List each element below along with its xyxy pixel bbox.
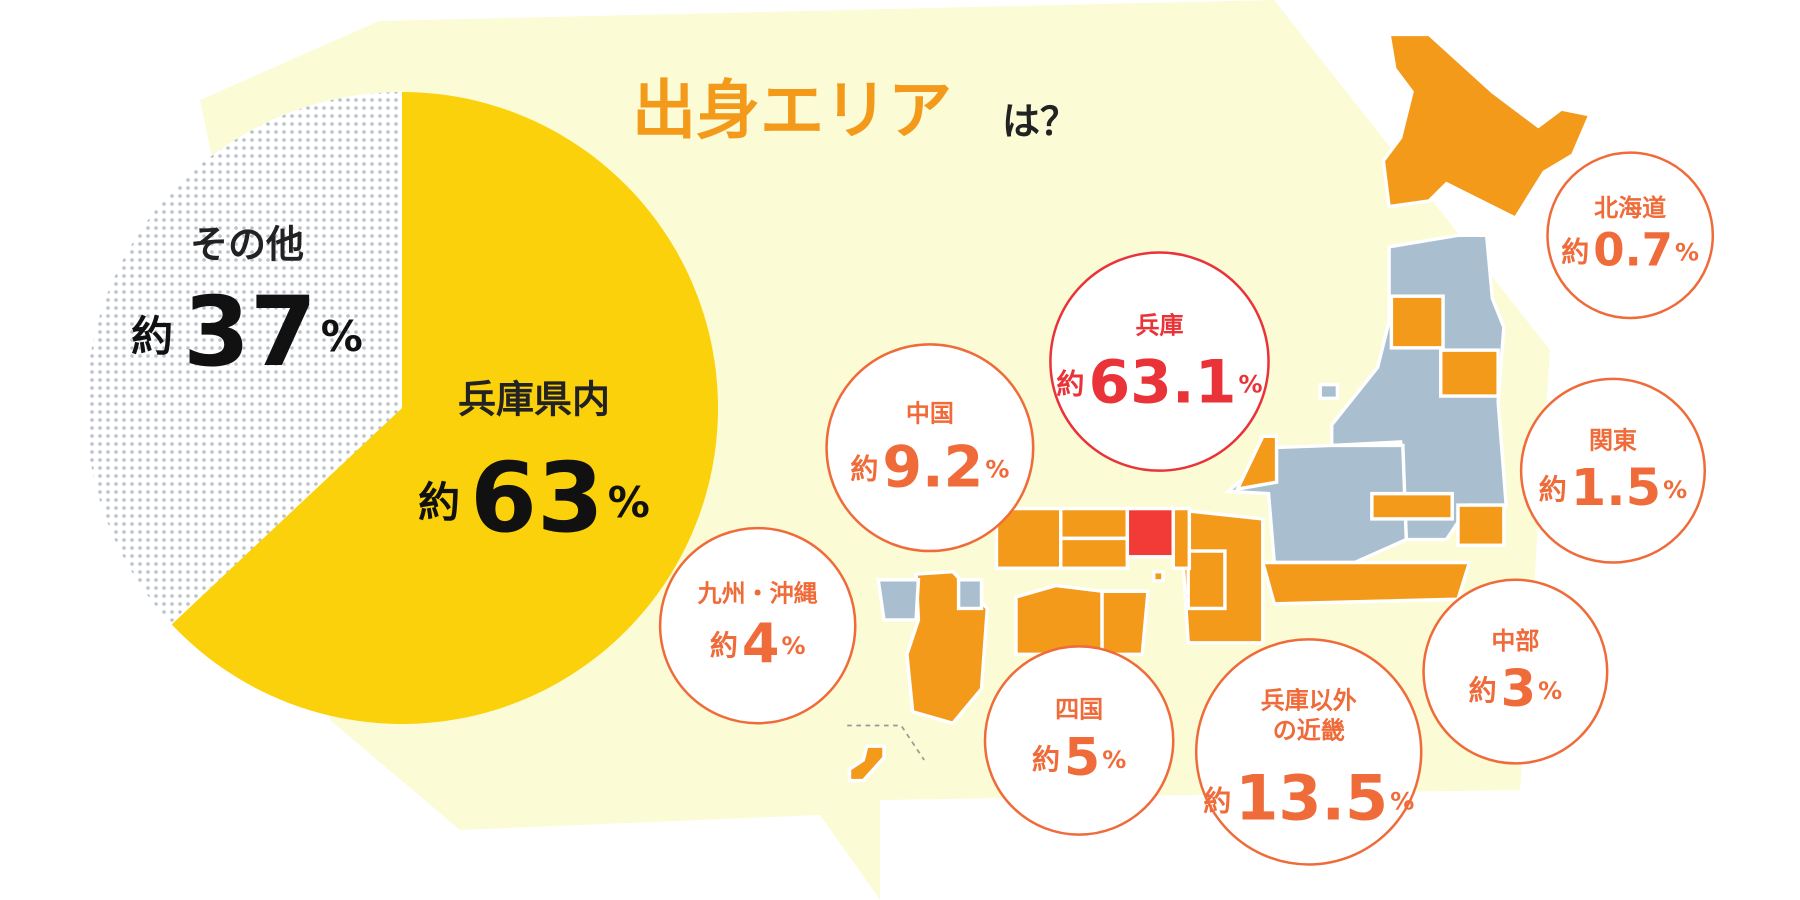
region-badge <box>825 343 1035 553</box>
value-number: 5 <box>1064 728 1100 788</box>
region-label: の近畿 <box>1273 716 1345 744</box>
region-label: 四国 <box>1055 695 1103 723</box>
region-value-label: 約9.2% <box>850 434 1009 500</box>
title: 出身エリア <box>632 75 952 149</box>
value-prefix: 約 <box>1469 674 1497 707</box>
region-value-label: 約5% <box>1032 728 1126 788</box>
region-badge <box>1049 251 1270 472</box>
value-unit: % <box>985 455 1009 483</box>
region-value-label: 約4% <box>710 612 806 675</box>
value-prefix: 約 <box>1539 473 1567 506</box>
value-unit: % <box>1390 788 1414 816</box>
value-number: 4 <box>742 612 780 675</box>
japan-map <box>847 32 1593 783</box>
value-number: 13.5 <box>1235 762 1388 835</box>
slice-label: その他 <box>190 223 304 267</box>
region-value-label: 約3% <box>1469 660 1563 719</box>
region-badge <box>658 526 857 725</box>
title-suffix: は？ <box>1002 100 1078 144</box>
region-value-label: 約0.7% <box>1561 224 1699 277</box>
value-unit: % <box>1538 677 1562 705</box>
region-badge <box>1422 578 1609 765</box>
value-number: 0.7 <box>1593 224 1673 277</box>
region-label: 北海道 <box>1594 194 1666 222</box>
value-number: 1.5 <box>1571 459 1661 518</box>
region-badge <box>1519 377 1707 564</box>
region-label: 兵庫 <box>1135 312 1183 340</box>
region-badge <box>983 645 1175 836</box>
slice-value-label: 約 37% <box>131 276 363 388</box>
value-number: 9.2 <box>882 434 983 500</box>
region-label: 中国 <box>906 400 954 428</box>
value-unit: % <box>1675 239 1699 267</box>
value-prefix: 約 <box>850 452 878 485</box>
value-number: 3 <box>1501 660 1537 719</box>
value-unit: % <box>781 632 805 660</box>
value-prefix: 約 <box>1032 743 1060 776</box>
value-number: 63.1 <box>1088 347 1236 417</box>
region-label: 関東 <box>1589 426 1637 454</box>
value-unit: % <box>1238 371 1262 399</box>
value-prefix: 約 <box>1056 368 1084 401</box>
value-prefix: 約 <box>710 629 738 662</box>
value-unit: % <box>1663 476 1687 504</box>
value-prefix: 約 <box>418 478 460 527</box>
region-label: 中部 <box>1491 627 1539 655</box>
slice-label: 兵庫県内 <box>458 378 610 422</box>
value-unit: % <box>608 478 650 527</box>
slice-value-label: 約 63% <box>418 442 650 554</box>
value-number: 37 <box>183 276 317 388</box>
value-prefix: 約 <box>131 312 173 361</box>
region-value-label: 約13.5% <box>1203 762 1414 835</box>
value-unit: % <box>321 312 363 361</box>
region-label: 九州・沖縄 <box>697 579 818 607</box>
value-prefix: 約 <box>1561 236 1589 269</box>
value-prefix: 約 <box>1203 785 1231 818</box>
pie-slice <box>171 92 719 724</box>
value-unit: % <box>1102 746 1126 774</box>
region-label: 兵庫以外 <box>1261 686 1357 714</box>
region-badge <box>1194 638 1423 866</box>
pie-slice <box>86 92 403 625</box>
region-badge <box>1546 151 1715 320</box>
value-number: 63 <box>470 442 604 554</box>
region-value-label: 約63.1% <box>1056 347 1262 417</box>
region-value-label: 約1.5% <box>1539 459 1687 518</box>
